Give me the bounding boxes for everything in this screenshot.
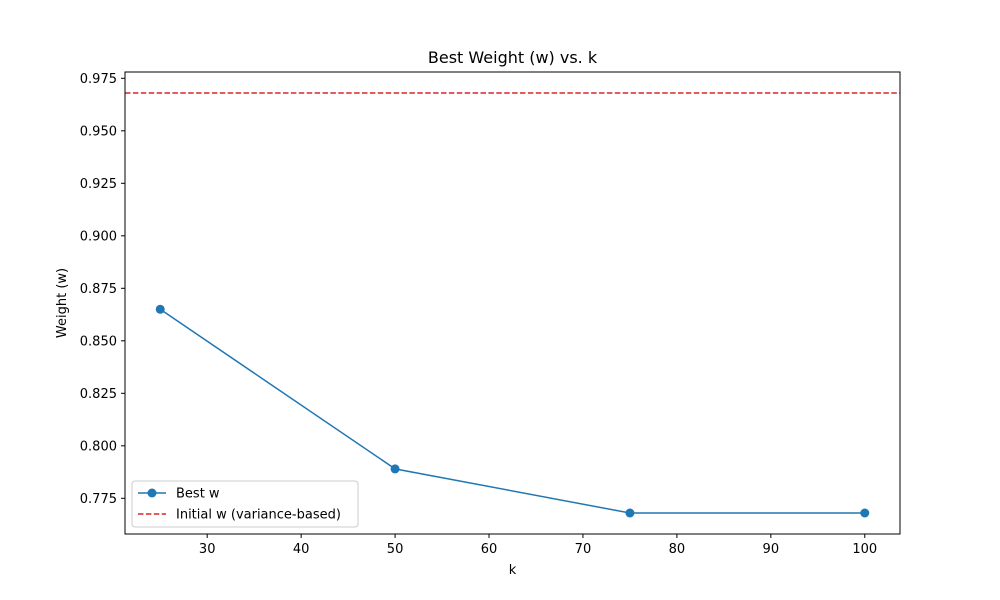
x-axis: 30 40 50 60 70 80 90 100	[199, 534, 877, 557]
x-axis-label: k	[509, 563, 517, 578]
x-tick-label: 70	[575, 542, 592, 557]
data-point-best-w	[860, 508, 870, 518]
chart-title: Best Weight (w) vs. k	[428, 48, 598, 67]
y-tick-label: 0.925	[80, 177, 117, 192]
x-tick-label: 90	[763, 542, 780, 557]
legend-box	[131, 480, 359, 528]
plot-area	[125, 92, 900, 518]
data-point-best-w	[625, 508, 635, 518]
x-tick-label: 40	[293, 542, 310, 557]
data-point-best-w	[155, 304, 165, 314]
legend: Best w Initial w (variance-based)	[131, 480, 359, 528]
y-tick-label: 0.875	[80, 282, 117, 297]
y-axis-label: Weight (w)	[55, 268, 70, 338]
y-tick-label: 0.825	[80, 387, 117, 402]
y-tick-label: 0.775	[80, 492, 117, 507]
series-line-best-w	[159, 308, 865, 514]
y-axis: 0.775 0.800 0.825 0.850 0.875 0.900 0.925 0.950…	[80, 72, 125, 507]
axes-frame	[124, 71, 901, 535]
y-tick-label: 0.975	[80, 72, 117, 87]
x-tick-label: 80	[669, 542, 686, 557]
y-tick-label: 0.950	[80, 124, 117, 139]
x-tick-label: 50	[387, 542, 404, 557]
x-tick-label: 60	[481, 542, 498, 557]
y-tick-label: 0.800	[80, 439, 117, 454]
y-tick-label: 0.900	[80, 229, 117, 244]
legend-marker-best-w	[147, 488, 157, 498]
data-point-best-w	[390, 464, 400, 474]
y-tick-label: 0.850	[80, 334, 117, 349]
legend-label-initial-w: Initial w (variance-based)	[176, 508, 341, 523]
legend-label-best-w: Best w	[176, 487, 220, 502]
x-tick-label: 30	[199, 542, 216, 557]
x-tick-label: 100	[852, 542, 877, 557]
